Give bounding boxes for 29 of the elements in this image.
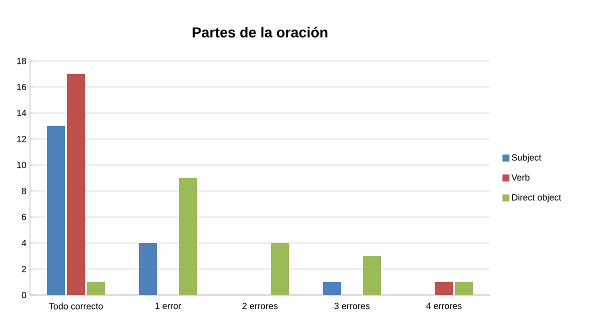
x-tick-label: Todo correcto xyxy=(49,302,103,310)
legend-label: Subject xyxy=(512,154,542,162)
legend-label: Direct object xyxy=(512,194,562,202)
y-tick-label: 4 xyxy=(22,240,26,246)
bar xyxy=(67,74,85,295)
x-tick-label: 1 error xyxy=(155,302,182,310)
bar xyxy=(86,282,105,295)
chart-title: Partes de la oración xyxy=(192,26,328,38)
y-tick-label: 12 xyxy=(17,136,26,142)
x-tick-label: 3 errores xyxy=(334,302,370,310)
y-tick-label: 10 xyxy=(17,162,26,168)
y-tick-label: 2 xyxy=(22,266,26,272)
y-tick-label: 14 xyxy=(17,110,26,116)
x-tick-label: 4 errores xyxy=(426,302,462,310)
bar xyxy=(139,243,158,295)
bar xyxy=(47,126,66,295)
bar xyxy=(362,256,381,295)
y-tick-label: 8 xyxy=(22,188,26,194)
bar xyxy=(270,243,289,295)
y-tick-label: 0 xyxy=(22,292,26,298)
legend-label: Verb xyxy=(511,174,530,181)
y-tick-label: 16 xyxy=(17,84,26,90)
x-tick-label: 2 errores xyxy=(242,302,278,310)
bar xyxy=(323,282,342,295)
y-tick-label: 6 xyxy=(22,214,26,220)
bar xyxy=(178,178,197,295)
bar xyxy=(435,282,454,295)
bar xyxy=(454,282,473,295)
y-tick-label: 18 xyxy=(17,58,26,64)
